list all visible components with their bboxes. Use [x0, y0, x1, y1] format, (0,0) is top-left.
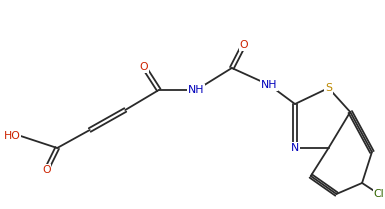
Text: NH: NH: [261, 80, 278, 90]
Text: O: O: [239, 40, 248, 50]
Text: N: N: [291, 143, 299, 153]
Text: NH: NH: [188, 85, 204, 95]
Text: O: O: [42, 165, 51, 175]
Text: Cl: Cl: [373, 189, 384, 199]
Text: S: S: [325, 83, 332, 93]
Text: O: O: [140, 62, 148, 72]
Text: HO: HO: [4, 131, 21, 141]
